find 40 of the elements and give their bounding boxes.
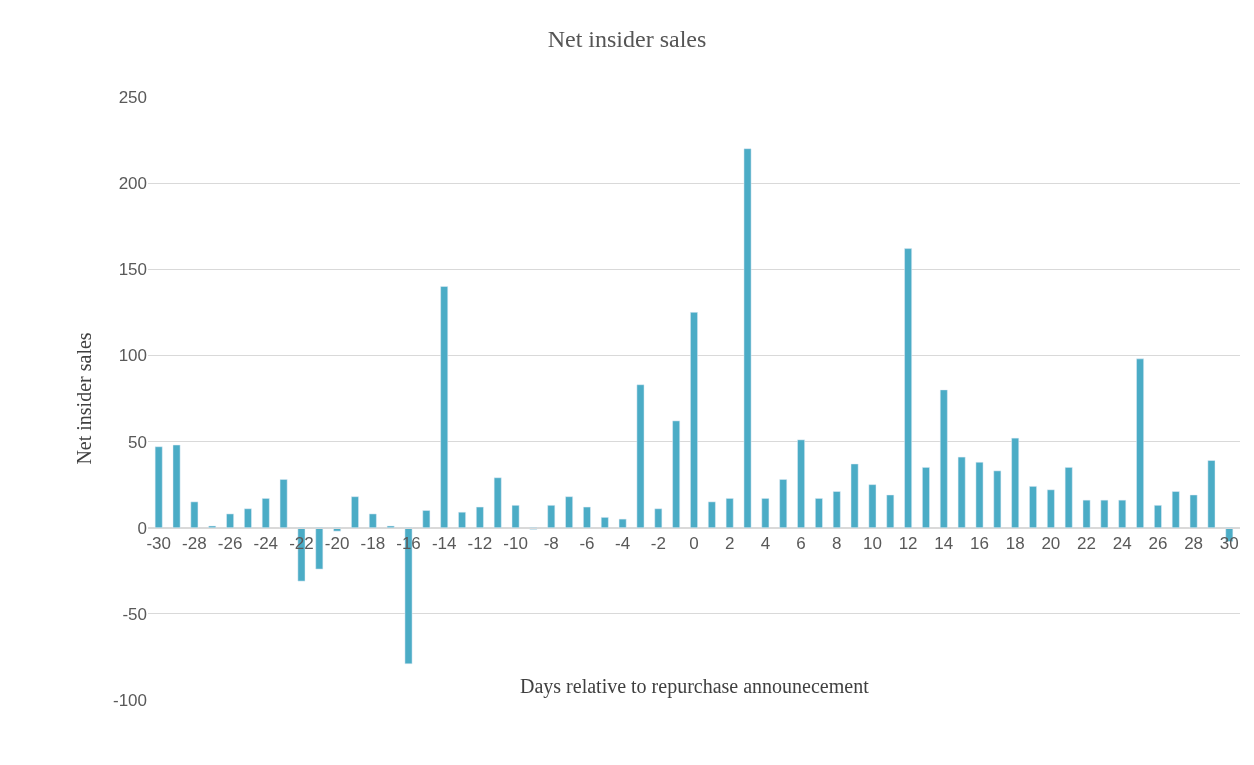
x-tick-label: -12 [467,534,493,554]
x-tick-label: 12 [898,534,918,554]
x-tick-label: 30 [1219,534,1239,554]
y-tick-label: -50 [122,604,147,624]
x-tick-label: 18 [1005,534,1025,554]
x-tick-label: 22 [1077,534,1097,554]
x-tick-label: -8 [543,534,559,554]
y-tick-label: 250 [118,87,147,107]
x-tick-label: 14 [934,534,954,554]
x-tick-label: 10 [862,534,882,554]
x-axis-title: Days relative to repurchase announecement [520,675,870,698]
x-tick-label: 20 [1041,534,1061,554]
chart-title: Net insider sales [547,26,707,53]
x-tick-label: 8 [832,534,842,554]
y-tick-label: 200 [118,174,147,194]
x-tick-label: -30 [146,534,171,554]
x-tick-label: -2 [650,534,666,554]
x-tick-label: -6 [579,534,595,554]
y-tick-label: 150 [118,260,147,280]
y-axis-title: Net insider sales [73,332,96,465]
x-tick-label: -4 [615,534,631,554]
x-tick-label: -14 [431,534,457,554]
y-tick-label: 50 [128,432,147,452]
y-tick-label: 0 [137,518,147,538]
x-tick-label: 0 [689,534,699,554]
x-tick-label: -28 [182,534,207,554]
x-tick-label: 28 [1184,534,1204,554]
y-tick-label: 100 [118,346,147,366]
x-tick-label: -20 [324,534,350,554]
x-tick-label: 26 [1148,534,1168,554]
x-tick-label: -26 [217,534,243,554]
x-tick-label: 16 [970,534,989,554]
x-tick-label: 2 [724,534,735,554]
x-tick-label: 24 [1112,534,1132,554]
x-tick-label: -24 [253,534,279,554]
x-tick-label: 6 [796,534,806,554]
x-tick-label: -10 [503,534,528,554]
x-tick-label: -18 [360,534,386,554]
x-tick-label: 4 [760,534,771,554]
y-tick-label: -100 [112,690,147,710]
